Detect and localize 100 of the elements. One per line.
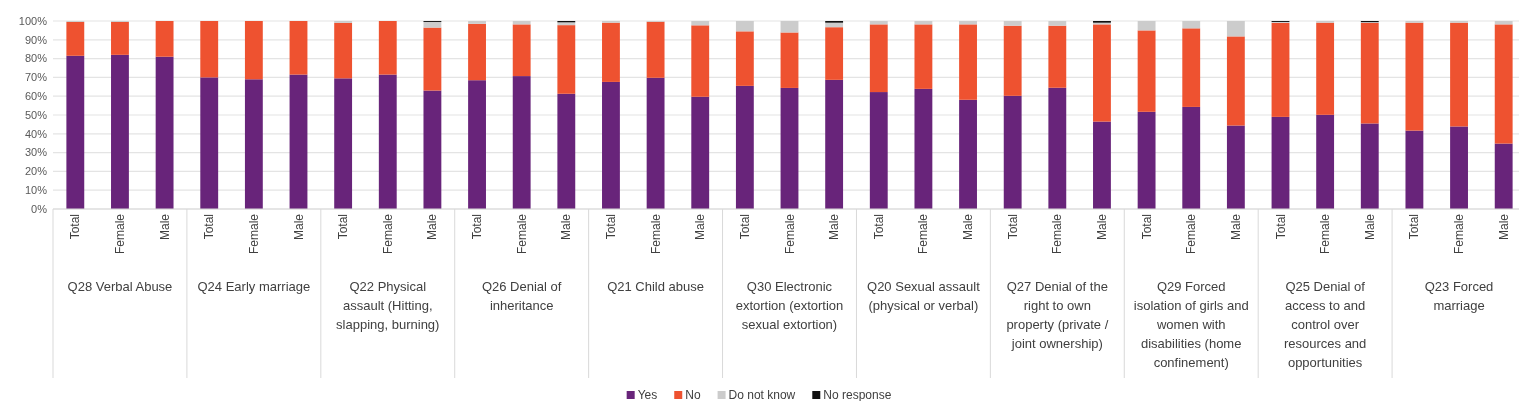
bar [1226, 36, 1245, 126]
x-tick-label: Female [782, 213, 797, 255]
bar [1316, 22, 1335, 115]
x-tick-label: Female [1184, 213, 1199, 255]
bar [825, 27, 844, 80]
x-tick-label: Female [514, 213, 529, 255]
bar [1003, 95, 1022, 209]
y-tick-label: 10% [24, 184, 48, 197]
bar [1450, 126, 1468, 209]
text: Q23 Forced marriage [1424, 279, 1494, 313]
y-tick-label: 80% [24, 52, 48, 65]
bar [735, 85, 754, 209]
text: Q28 Verbal Abuse [67, 279, 173, 294]
text: Q24 Early marriage [197, 279, 311, 294]
x-tick-label: Male [693, 213, 708, 241]
bar [1405, 130, 1424, 209]
x-tick-label: Female [916, 213, 931, 255]
bar [959, 99, 977, 209]
x-tick-label: Female [1318, 213, 1333, 255]
x-tick-label: Total [1005, 214, 1020, 240]
x-tick-label: Total [1139, 214, 1154, 240]
bar [869, 24, 888, 93]
bar [378, 74, 397, 209]
x-tick-label: Female [380, 213, 395, 255]
bar [200, 21, 219, 78]
text: Q30 Electronic extortion (extortion sexual extortion) [735, 279, 844, 332]
bar [468, 21, 486, 24]
text: Q26 Denial of inheritance [481, 279, 562, 313]
bar [1093, 24, 1111, 122]
bar [244, 21, 263, 80]
bar [691, 21, 710, 26]
y-tick-label: 100% [18, 14, 48, 27]
text: Q27 Denial of the right to own property (private / joint ownership) [1006, 279, 1109, 351]
bar [244, 79, 263, 209]
bar [780, 21, 799, 33]
bar [289, 74, 308, 209]
bar [602, 81, 620, 209]
bar [602, 22, 620, 82]
bar [914, 88, 933, 209]
x-tick-label: Female [112, 213, 127, 255]
y-tick-label: 60% [24, 90, 48, 103]
bar [1494, 21, 1513, 25]
bar [1450, 22, 1468, 127]
bar [423, 21, 442, 28]
x-tick-label: Male [1362, 213, 1377, 241]
bar [1093, 121, 1111, 209]
x-tick-label: Total [603, 214, 618, 240]
x-tick-label: Male [1496, 213, 1511, 241]
y-tick-label: 20% [24, 165, 48, 178]
bar [1048, 21, 1067, 26]
bar [512, 76, 531, 209]
bar [1360, 123, 1379, 209]
y-tick-label: 90% [24, 33, 48, 46]
x-tick-label: Male [961, 213, 976, 241]
bar [735, 21, 754, 32]
bar [959, 21, 977, 25]
bar [423, 90, 442, 209]
bar [155, 21, 174, 57]
bar [468, 80, 486, 209]
bar [512, 24, 531, 77]
bar [1271, 22, 1290, 117]
bar [1137, 30, 1156, 112]
legend-label: Do not know [728, 388, 796, 401]
bar [1003, 21, 1022, 26]
x-tick-label: Female [648, 213, 663, 255]
bar [869, 21, 888, 25]
x-tick-label: Female [1050, 213, 1065, 255]
y-tick-label: 50% [24, 108, 48, 121]
bar [1182, 106, 1201, 209]
x-tick-label: Female [246, 213, 261, 255]
bar [468, 23, 486, 81]
y-tick-label: 30% [24, 146, 48, 159]
bar [1494, 24, 1513, 144]
text: Q22 Physical assault (Hitting, slapping, burning) [336, 279, 440, 332]
bar [1226, 125, 1245, 209]
bar [735, 31, 754, 86]
text: Q29 Forced isolation of girls and women with disabilities (home confinement) [1133, 279, 1249, 370]
x-tick-label: Total [737, 214, 752, 240]
text: Q21 Child abuse [607, 279, 705, 294]
bar [825, 79, 844, 209]
bar [869, 92, 888, 209]
bar [1137, 21, 1156, 31]
bar [1137, 111, 1156, 209]
bar [1003, 25, 1022, 96]
x-tick-label: Male [157, 213, 172, 241]
bar [1271, 116, 1290, 209]
bar [66, 55, 85, 209]
bar [557, 93, 576, 209]
bar [378, 21, 397, 75]
x-tick-label: Male [1228, 213, 1243, 241]
bar [334, 78, 353, 209]
bar [691, 25, 710, 97]
bar [1405, 22, 1424, 131]
x-tick-label: Male [425, 213, 440, 241]
bar [1182, 28, 1201, 107]
bar [111, 21, 129, 55]
bar [557, 25, 576, 94]
bar [1048, 25, 1067, 88]
x-tick-label: Female [1452, 213, 1467, 255]
bar [200, 77, 219, 209]
